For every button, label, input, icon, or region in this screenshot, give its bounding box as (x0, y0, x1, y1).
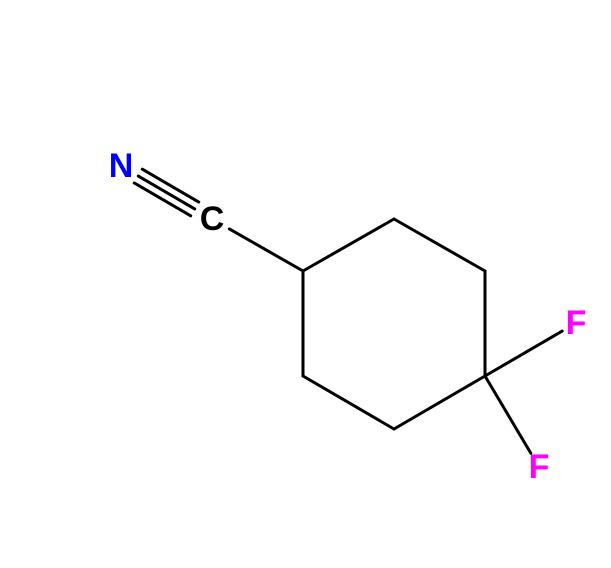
molecule-diagram: N C F F (0, 0, 611, 568)
bond-line (303, 219, 394, 271)
atom-label-F1: F (566, 304, 587, 342)
bond-line (303, 376, 394, 429)
bond-line (485, 331, 562, 376)
atom-label-N: N (109, 147, 134, 185)
atom-label-C7: C (200, 200, 225, 238)
bond-layer (134, 169, 562, 453)
bond-line (229, 229, 303, 271)
atom-label-F2: F (529, 448, 550, 486)
bond-line (138, 176, 194, 209)
atom-layer: N C F F (109, 147, 587, 486)
bond-line (134, 183, 190, 216)
bond-line (394, 376, 485, 429)
bond-line (394, 219, 485, 271)
bond-line (142, 169, 198, 202)
bond-line (485, 376, 531, 453)
